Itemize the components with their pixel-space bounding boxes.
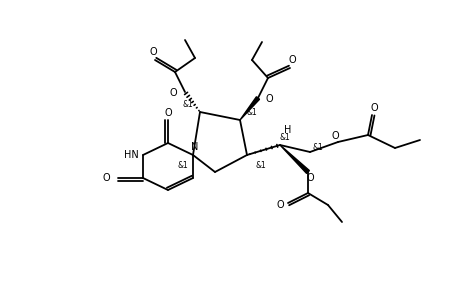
Text: &1: &1: [279, 133, 290, 141]
Text: O: O: [149, 47, 157, 57]
Text: O: O: [330, 131, 338, 141]
Text: &1: &1: [177, 160, 188, 170]
Text: &1: &1: [182, 100, 193, 108]
Text: O: O: [305, 173, 313, 183]
Text: O: O: [164, 108, 172, 118]
Text: O: O: [288, 55, 295, 65]
Text: &1: &1: [246, 108, 257, 117]
Text: O: O: [276, 200, 283, 210]
Polygon shape: [239, 97, 259, 120]
Polygon shape: [279, 145, 308, 173]
Text: N: N: [191, 142, 198, 152]
Text: O: O: [102, 173, 110, 183]
Text: O: O: [169, 88, 177, 98]
Text: H: H: [283, 125, 291, 135]
Text: O: O: [265, 94, 273, 104]
Text: &1: &1: [255, 160, 266, 170]
Text: &1: &1: [312, 143, 323, 152]
Text: O: O: [369, 103, 377, 113]
Text: HN: HN: [124, 150, 139, 160]
